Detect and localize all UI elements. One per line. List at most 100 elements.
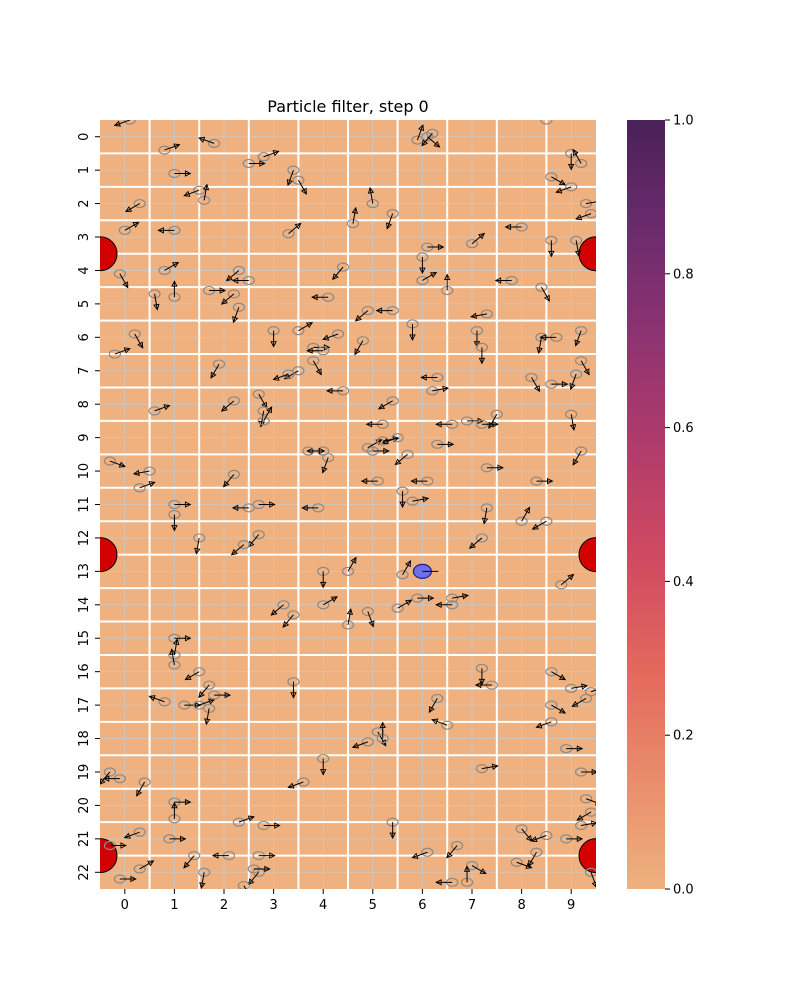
x-tick-label: 9 [567,898,575,913]
particle-arrowhead [527,859,535,867]
particle [416,271,438,286]
particle-heading [185,671,200,681]
particle-heading [231,544,245,556]
particle-heading [125,203,140,213]
particle-marker [237,881,250,889]
particle-marker [193,533,206,543]
particle-heading [221,293,235,305]
particle [515,506,531,526]
particle-marker [361,606,374,617]
particle-marker [515,516,528,526]
particle [381,433,404,445]
particle [376,721,389,744]
particle-arrowhead [204,718,211,726]
particle [220,289,241,305]
colorbar-gradient [627,120,665,889]
particle-arrowhead [433,141,441,148]
particle-arrowhead [270,341,277,348]
particle-marker [565,683,578,693]
particle-heading [412,851,428,859]
particle-marker [545,700,558,710]
particle-arrowhead [305,322,314,329]
particle [435,877,459,887]
y-tick-label: 9 [77,433,92,441]
particle-arrowhead [326,387,333,395]
particle-arrowhead [123,832,131,839]
particle-heading [183,855,195,869]
particle [247,864,271,874]
particle-arrowhead [535,722,543,729]
particle-marker [203,703,216,714]
particle-arrowhead [421,139,429,147]
particle [435,600,459,610]
particle [396,559,412,580]
particle [132,466,156,477]
particle-marker [416,275,429,286]
particle [428,693,444,714]
particle [198,136,221,149]
particle-arrowhead [435,421,442,428]
particle-marker [193,667,206,677]
particle-heading [590,689,596,693]
particle-arrowhead [147,860,155,867]
particle [183,850,201,869]
particle-marker [307,356,320,366]
particle [247,529,265,548]
particle-arrowhead [163,404,171,411]
particle [317,596,338,610]
particle [148,289,161,311]
particle-arrowhead [383,447,390,455]
particle-heading [232,307,240,323]
particle-heading [469,537,483,549]
particle [575,820,596,831]
y-tick-label: 22 [77,864,92,881]
particle-heading [531,835,547,842]
particle-marker [158,265,171,276]
particle-arrowhead [555,187,563,194]
particle-heading [382,437,398,444]
particle-heading [164,262,179,271]
particle-heading [203,184,208,201]
particle [575,209,596,221]
particle-marker [465,239,479,249]
particle [168,509,181,532]
particle-marker [341,566,355,576]
particle-marker [510,857,523,867]
particle [168,168,192,179]
particle [270,600,290,616]
particle-heading [412,497,429,502]
particle-marker [475,533,489,543]
particle-heading [198,684,210,698]
particle-marker [118,225,131,235]
particle [460,865,474,887]
particle [178,700,202,710]
particle-heading [416,124,424,141]
y-tick-label: 5 [77,300,92,308]
particle-heading [585,798,596,803]
particle-arrowhead [435,601,442,609]
particle [385,209,399,230]
particle-heading [571,697,587,707]
particle-arrowhead [572,458,579,466]
particle-marker [336,262,350,272]
particle-arrowhead [173,143,181,150]
particle [555,573,575,590]
particle-arrowhead [481,517,489,525]
particle [394,449,414,466]
particle-arrowhead [225,274,233,282]
particle-heading [223,474,235,487]
particle-arrowhead [259,160,266,167]
particle [292,322,314,336]
particle [282,610,300,628]
particle-marker [584,209,596,219]
particle-arrowhead [231,504,239,512]
particle-marker [446,593,459,603]
particle [545,700,567,714]
particle [222,469,241,488]
particle [168,638,181,660]
particle-arrowhead [405,599,413,606]
particle-heading [397,599,412,609]
particle-arrowhead [367,186,375,194]
colorbar-tick-label: 0.8 [673,267,694,282]
particle-arrowhead [184,798,192,806]
